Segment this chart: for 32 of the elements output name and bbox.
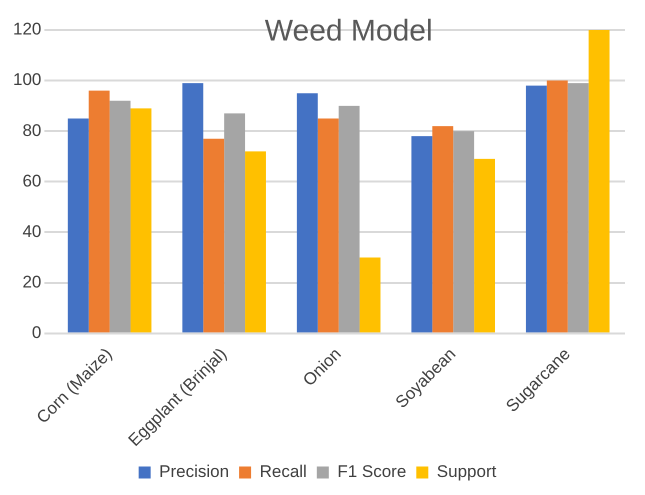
bar: [546, 80, 568, 332]
bar: [296, 93, 318, 332]
bar: [360, 258, 380, 332]
bar: [224, 113, 246, 332]
bar: [432, 126, 454, 332]
bar: [203, 138, 224, 332]
legend-label: F1 Score: [337, 462, 406, 482]
bar: [110, 100, 131, 332]
y-tick-label: 40: [22, 222, 42, 241]
legend-label: Precision: [159, 462, 230, 482]
bar: [182, 83, 204, 332]
y-tick-label: 100: [12, 70, 42, 90]
bar: [245, 151, 266, 332]
bar: [526, 86, 547, 332]
bar: [338, 106, 360, 332]
y-tick-label: 120: [12, 20, 42, 39]
bar: [130, 108, 152, 332]
bar: [88, 90, 110, 332]
y-tick-label: 0: [32, 323, 42, 342]
bar: [68, 118, 89, 332]
legend-label: Support: [436, 462, 497, 482]
bar: [474, 158, 496, 332]
y-tick-label: 80: [22, 120, 42, 140]
chart-title: Weed Model: [264, 14, 433, 48]
y-tick-label: 60: [22, 171, 42, 190]
bar: [568, 83, 589, 332]
bar: [411, 136, 432, 332]
bar: [318, 118, 339, 332]
bar: [453, 131, 474, 332]
y-tick-label: 20: [22, 272, 42, 292]
bar: [588, 30, 610, 332]
legend-label: Recall: [260, 462, 307, 482]
